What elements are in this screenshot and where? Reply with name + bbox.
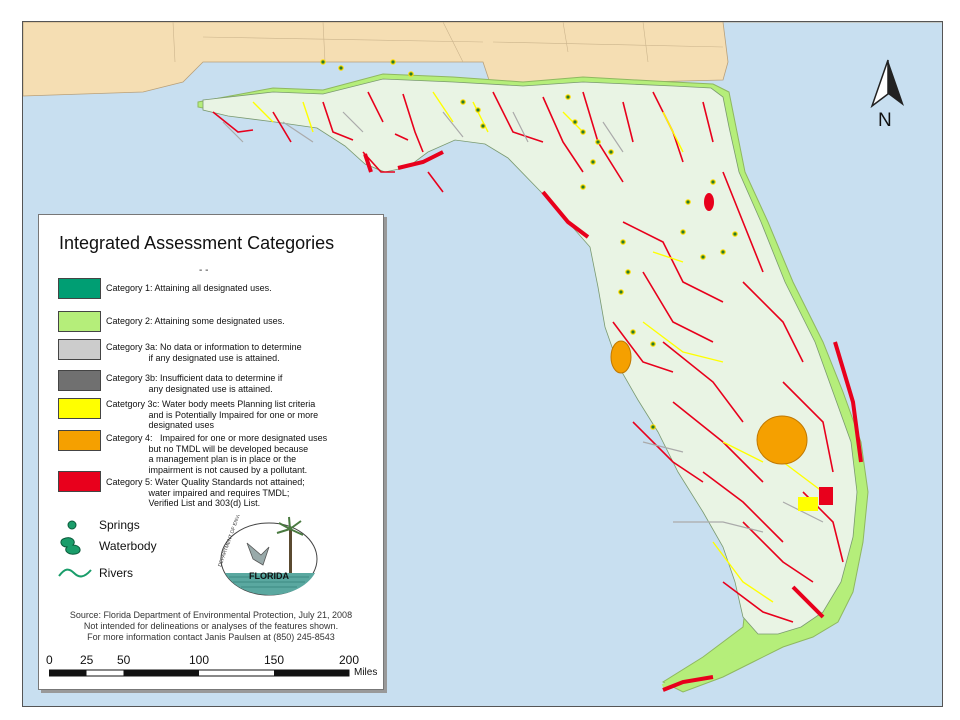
north-label: N xyxy=(878,110,892,131)
legend-category-1: Category 1: Attaining all designated use… xyxy=(106,283,272,293)
logo-florida-text: FLORIDA xyxy=(249,571,289,581)
springs-label: Springs xyxy=(99,518,140,532)
springs-icon xyxy=(67,520,77,530)
scale-unit: Miles xyxy=(354,667,378,678)
swatch-category-3c xyxy=(58,398,101,419)
rivers-category3a xyxy=(222,111,824,533)
legend-category-3a: Category 3a: No data or information to d… xyxy=(106,342,302,363)
florida-keys xyxy=(661,627,814,690)
waterbody-label: Waterbody xyxy=(99,539,157,553)
swatch-category-1 xyxy=(58,278,101,299)
waterbody-red-2 xyxy=(819,487,833,505)
swatch-category-5 xyxy=(58,471,101,492)
rivers-category3c xyxy=(252,91,824,603)
swatch-category-4 xyxy=(58,430,101,451)
springs-points xyxy=(320,59,738,430)
source-line-2: Not intended for delineations or analyse… xyxy=(83,621,339,631)
north-arrow-icon xyxy=(870,59,904,109)
swatch-category-3b xyxy=(58,370,101,391)
legend-category-5: Category 5: Water Quality Standards not … xyxy=(106,477,305,508)
scale-tick-200: 200 xyxy=(339,653,360,667)
scale-bar xyxy=(49,669,350,677)
legend-category-2: Category 2: Attaining some designated us… xyxy=(106,316,285,326)
coastal-category5 xyxy=(363,150,863,692)
legend-category-3b: Category 3b: Insufficient data to determ… xyxy=(106,373,283,394)
waterbody-icon xyxy=(60,537,81,555)
waterbody-red-1 xyxy=(704,193,714,211)
legend-title: Integrated Assessment Categories xyxy=(59,233,335,253)
scale-tick-100: 100 xyxy=(189,653,210,667)
scale-tick-150: 150 xyxy=(264,653,285,667)
rivers-label: Rivers xyxy=(99,566,134,580)
tampa-bay-area xyxy=(610,340,632,374)
source-line-3: For more information contact Janis Pauls… xyxy=(87,632,335,642)
fdep-logo: DEPARTMENT OF ENVIRONMENTAL PROTECTION F… xyxy=(217,515,318,596)
rivers-icon xyxy=(58,568,92,578)
scale-tick-25: 25 xyxy=(80,653,94,667)
lake-okeechobee xyxy=(756,415,808,465)
legend-dashes: - - xyxy=(199,265,209,276)
waterbody-yellow-1 xyxy=(798,497,818,511)
legend-category-3c: Catetgory 3c: Water body meets Planning … xyxy=(106,399,319,430)
swatch-category-3a xyxy=(58,339,101,360)
legend-category-4: Category 4: Impaired for one or more des… xyxy=(106,433,328,475)
swatch-category-2 xyxy=(58,311,101,332)
scale-tick-50: 50 xyxy=(117,653,131,667)
neighbor-states xyxy=(23,22,942,97)
legend-panel: Integrated Assessment Categories - - Cat… xyxy=(38,214,384,690)
source-line-1: Source: Florida Department of Environmen… xyxy=(69,610,353,620)
state-lines xyxy=(172,22,724,63)
scale-tick-0: 0 xyxy=(46,653,53,667)
